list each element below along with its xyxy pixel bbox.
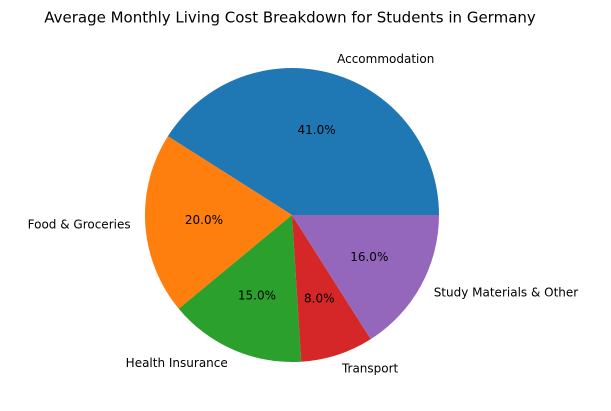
chart-title: Average Monthly Living Cost Breakdown fo… bbox=[44, 9, 536, 27]
pie-slice bbox=[167, 68, 439, 215]
pie-slice bbox=[178, 215, 302, 362]
pie-slice bbox=[292, 215, 371, 362]
slice-label: Accommodation bbox=[337, 52, 434, 66]
slice-label: Study Materials & Other bbox=[434, 285, 579, 299]
slice-label: Health Insurance bbox=[126, 356, 228, 370]
value-label: 8.0% bbox=[304, 291, 335, 305]
value-label: 41.0% bbox=[298, 123, 336, 137]
value-label: 15.0% bbox=[238, 288, 276, 302]
pie-slice bbox=[292, 215, 439, 340]
slice-label: Transport bbox=[341, 361, 399, 375]
slice-label: Food & Groceries bbox=[28, 218, 131, 232]
value-label: 16.0% bbox=[350, 250, 388, 264]
pie-slice bbox=[145, 136, 292, 309]
value-label: 20.0% bbox=[185, 213, 223, 227]
